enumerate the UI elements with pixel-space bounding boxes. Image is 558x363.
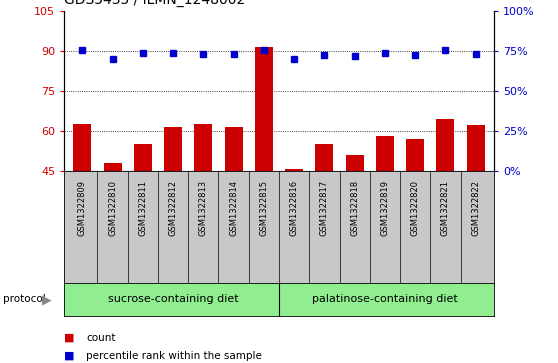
Text: sucrose-containing diet: sucrose-containing diet bbox=[108, 294, 238, 305]
Bar bbox=[255, 47, 273, 171]
Bar bbox=[134, 144, 152, 171]
Text: GSM1322812: GSM1322812 bbox=[169, 180, 177, 236]
Bar bbox=[194, 124, 213, 171]
Text: GSM1322821: GSM1322821 bbox=[441, 180, 450, 236]
Bar bbox=[285, 169, 303, 171]
Text: percentile rank within the sample: percentile rank within the sample bbox=[86, 351, 262, 361]
Text: GSM1322814: GSM1322814 bbox=[229, 180, 238, 236]
Text: GSM1322819: GSM1322819 bbox=[381, 180, 389, 236]
Bar bbox=[103, 163, 122, 171]
Text: ▶: ▶ bbox=[42, 293, 51, 306]
Bar bbox=[73, 124, 92, 171]
Bar bbox=[164, 127, 182, 171]
Text: ■: ■ bbox=[64, 333, 75, 343]
Text: count: count bbox=[86, 333, 116, 343]
Bar bbox=[315, 144, 334, 171]
Text: GSM1322817: GSM1322817 bbox=[320, 180, 329, 236]
Text: GSM1322818: GSM1322818 bbox=[350, 180, 359, 236]
Bar bbox=[376, 136, 394, 171]
Bar bbox=[345, 155, 364, 171]
Text: GSM1322811: GSM1322811 bbox=[138, 180, 147, 236]
Text: GSM1322810: GSM1322810 bbox=[108, 180, 117, 236]
Text: protocol: protocol bbox=[3, 294, 46, 305]
Text: GDS5435 / ILMN_1248002: GDS5435 / ILMN_1248002 bbox=[64, 0, 246, 7]
Text: GSM1322820: GSM1322820 bbox=[411, 180, 420, 236]
Text: GSM1322816: GSM1322816 bbox=[290, 180, 299, 236]
Bar bbox=[466, 125, 485, 171]
Text: GSM1322822: GSM1322822 bbox=[471, 180, 480, 236]
Bar bbox=[436, 119, 455, 171]
Text: ■: ■ bbox=[64, 351, 75, 361]
Text: GSM1322809: GSM1322809 bbox=[78, 180, 87, 236]
Bar bbox=[406, 139, 424, 171]
Text: palatinose-containing diet: palatinose-containing diet bbox=[312, 294, 458, 305]
Bar bbox=[224, 127, 243, 171]
Text: GSM1322815: GSM1322815 bbox=[259, 180, 268, 236]
Text: GSM1322813: GSM1322813 bbox=[199, 180, 208, 236]
